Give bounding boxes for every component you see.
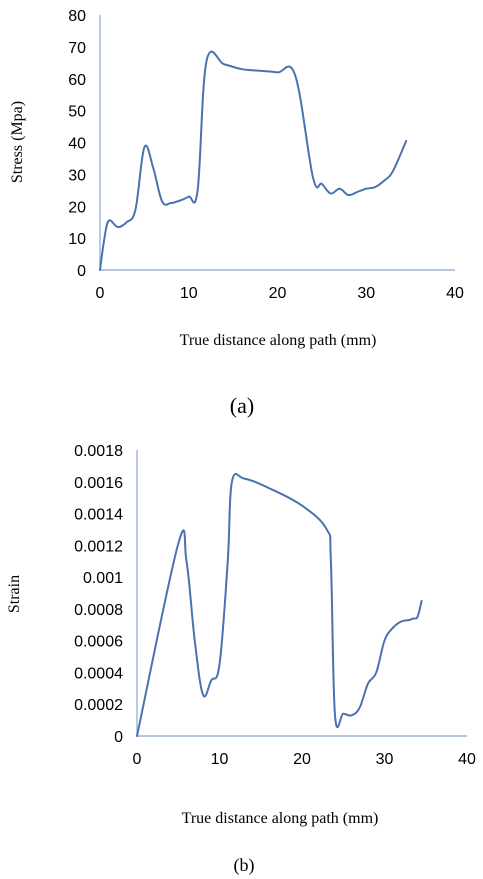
stress-y-tick-label: 0	[77, 263, 86, 280]
strain-y-tick-label: 0.0008	[74, 602, 123, 619]
strain-y-tick-label: 0.0004	[74, 665, 123, 682]
strain-x-tick-label: 40	[458, 751, 476, 768]
strain-y-tick-label: 0.0016	[74, 475, 123, 492]
stress-x-tick-label: 0	[96, 285, 105, 302]
stress-x-tick-label: 40	[446, 285, 464, 302]
stress-axis-title: Stress (Mpa)	[9, 101, 26, 183]
stress-y-tick-label: 60	[68, 72, 86, 89]
strain-y-tick-label: 0.0006	[74, 634, 123, 651]
stress-y-tick-label: 40	[68, 136, 86, 153]
strain-series-line	[136, 472, 423, 737]
strain-x-tick-label: 10	[211, 751, 229, 768]
stress-y-tick-label: 10	[68, 231, 86, 248]
stress-y-tick-label: 80	[68, 8, 86, 25]
strain-y-tick-label: 0.0018	[74, 443, 123, 460]
stress-x-tick-label: 20	[269, 285, 287, 302]
stress-y-tick-label: 30	[68, 167, 86, 184]
stress-y-tick-label: 20	[68, 199, 86, 216]
stress-chart-panel: Stress (Mpa) True distance along path (m…	[9, 8, 464, 418]
strain-y-tick-label: 0	[114, 729, 123, 746]
stress-x-tick-label: 30	[357, 285, 375, 302]
stress-caption: (a)	[230, 393, 254, 418]
strain-x-tick-label: 0	[133, 751, 142, 768]
stress-x-tick-label: 10	[180, 285, 198, 302]
stress-x-axis-title: True distance along path (mm)	[180, 332, 377, 349]
strain-chart-panel: Strain True distance along path (mm) (b)…	[6, 443, 476, 876]
stress-y-tick-label: 50	[68, 104, 86, 121]
stress-y-tick-label: 70	[68, 40, 86, 57]
strain-y-tick-label: 0.0012	[74, 538, 123, 555]
strain-x-tick-label: 20	[293, 751, 311, 768]
strain-axis-title: Strain	[6, 575, 23, 613]
strain-y-tick-label: 0.001	[83, 570, 123, 587]
strain-y-tick-label: 0.0002	[74, 697, 123, 714]
stress-series-line	[99, 50, 408, 271]
strain-x-axis-title: True distance along path (mm)	[182, 810, 379, 827]
strain-x-tick-label: 30	[376, 751, 394, 768]
strain-caption: (b)	[234, 855, 255, 876]
strain-y-tick-label: 0.0014	[74, 507, 123, 524]
